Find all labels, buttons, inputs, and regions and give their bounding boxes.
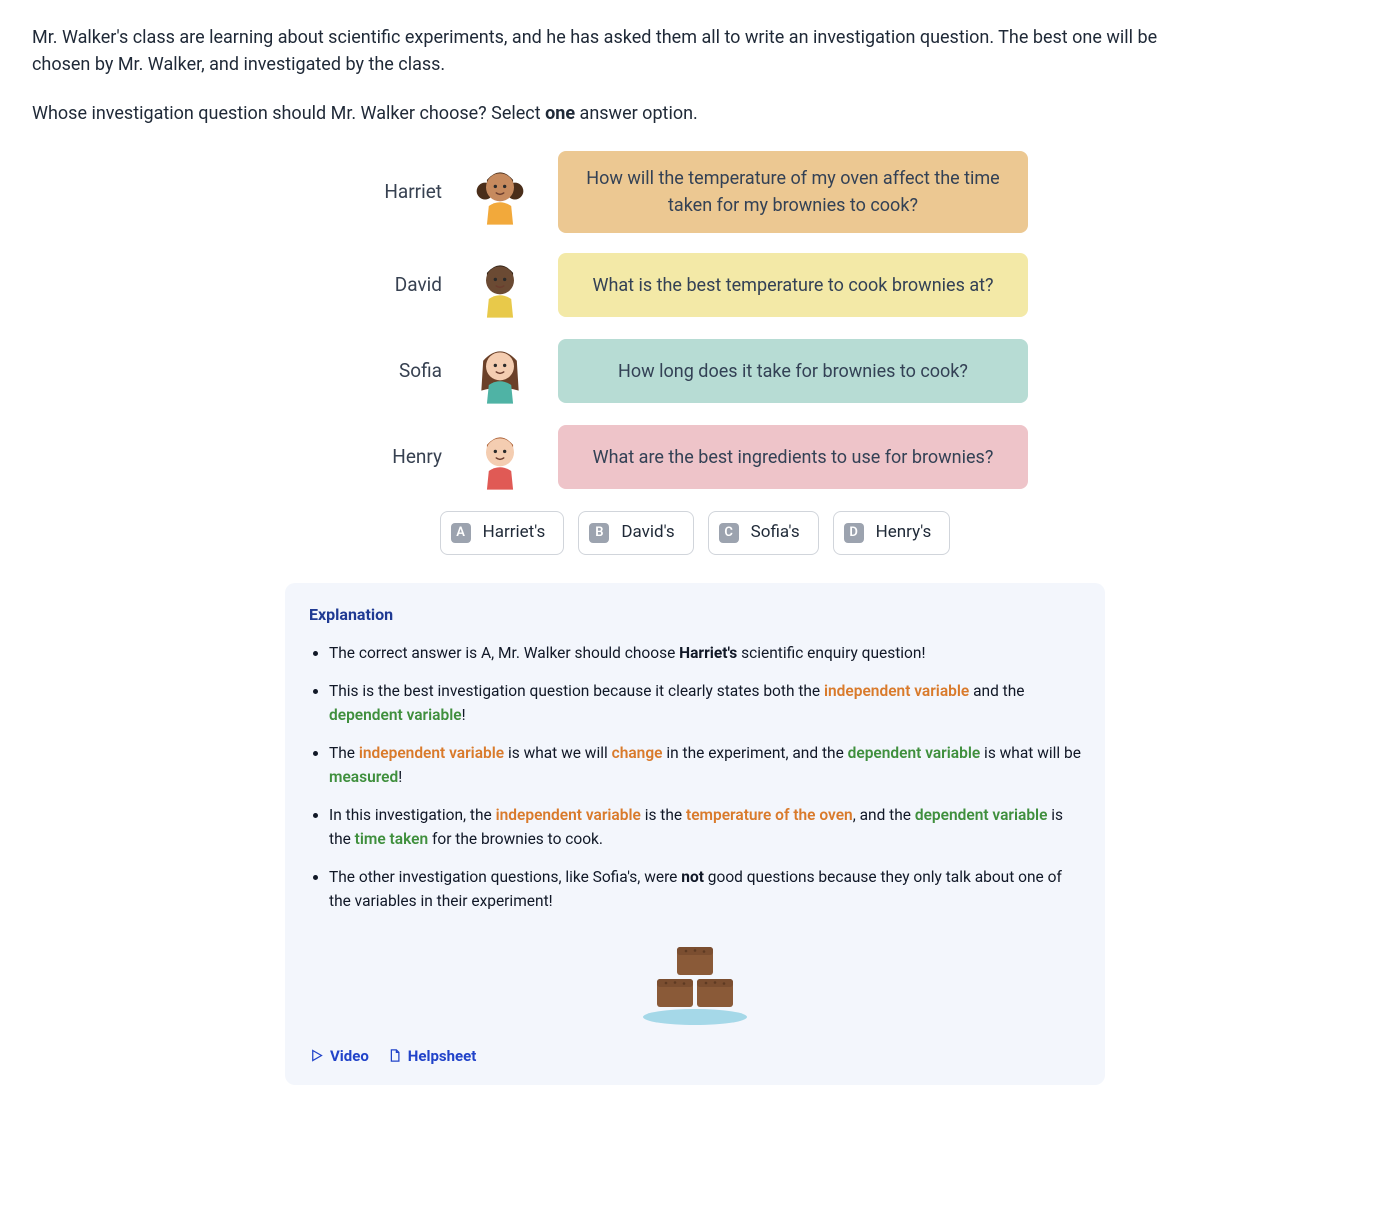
question-intro: Mr. Walker's class are learning about sc…: [32, 24, 1172, 78]
explanation-text: !: [462, 706, 466, 724]
option-badge: B: [589, 523, 609, 543]
highlight-hl-green: measured: [329, 768, 398, 786]
explanation-text: is what will be: [980, 744, 1081, 762]
option-label: Harriet's: [483, 520, 546, 546]
student-name: Henry: [362, 443, 442, 472]
option-label: Henry's: [876, 520, 932, 546]
highlight-bold: Harriet's: [679, 644, 737, 662]
brownie-top: [677, 947, 713, 975]
highlight-hl-green: dependent variable: [329, 706, 462, 724]
highlight-hl-orange: independent variable: [359, 744, 504, 762]
student-row: Henry What are the best ingredients to u…: [362, 423, 1028, 491]
document-icon: [387, 1048, 402, 1063]
explanation-item: The other investigation questions, like …: [329, 865, 1081, 913]
answer-option-c[interactable]: C Sofia's: [708, 511, 819, 555]
video-label: Video: [330, 1045, 369, 1068]
brownies-illustration: [309, 927, 1081, 1027]
student-avatar: [470, 251, 530, 319]
explanation-text: is what we will: [504, 744, 612, 762]
explanation-text: In this investigation, the: [329, 806, 496, 824]
highlight-hl-orange: change: [612, 744, 663, 762]
explanation-text: and the: [969, 682, 1024, 700]
explanation-text: is the: [641, 806, 686, 824]
speech-bubble: How long does it take for brownies to co…: [558, 339, 1028, 403]
explanation-text: The other investigation questions, like …: [329, 868, 681, 886]
prompt-pre: Whose investigation question should Mr. …: [32, 103, 545, 124]
answer-options: A Harriet's B David's C Sofia's D Henry's: [32, 511, 1358, 555]
prompt-post: answer option.: [575, 103, 698, 124]
helpsheet-link[interactable]: Helpsheet: [387, 1045, 476, 1068]
speech-bubble: What are the best ingredients to use for…: [558, 425, 1028, 489]
student-row: David What is the best temperature to co…: [362, 251, 1028, 319]
explanation-item: In this investigation, the independent v…: [329, 803, 1081, 851]
plate: [643, 1009, 747, 1025]
explanation-text: in the experiment, and the: [663, 744, 848, 762]
explanation-text: , and the: [853, 806, 915, 824]
prompt-bold: one: [545, 103, 575, 124]
explanation-panel: Explanation The correct answer is A, Mr.…: [285, 583, 1105, 1086]
highlight-hl-orange: independent variable: [496, 806, 641, 824]
brownies-icon: [635, 927, 755, 1027]
answer-option-b[interactable]: B David's: [578, 511, 693, 555]
option-badge: C: [719, 523, 739, 543]
answer-option-a[interactable]: A Harriet's: [440, 511, 565, 555]
option-badge: D: [844, 523, 864, 543]
intro-text: Mr. Walker's class are learning about sc…: [32, 24, 1172, 78]
question-prompt: Whose investigation question should Mr. …: [32, 100, 1358, 127]
student-name: Sofia: [362, 357, 442, 386]
highlight-hl-orange: independent variable: [824, 682, 969, 700]
student-avatar: [470, 337, 530, 405]
student-row: Harriet How will the temperature of my o…: [362, 151, 1028, 233]
play-icon: [309, 1048, 324, 1063]
explanation-text: for the brownies to cook.: [428, 830, 603, 848]
explanation-text: !: [398, 768, 402, 786]
video-link[interactable]: Video: [309, 1045, 369, 1068]
explanation-title: Explanation: [309, 603, 1081, 627]
highlight-hl-green: time taken: [355, 830, 428, 848]
student-name: Harriet: [362, 178, 442, 207]
answer-option-d[interactable]: D Henry's: [833, 511, 951, 555]
explanation-list: The correct answer is A, Mr. Walker shou…: [309, 641, 1081, 913]
speech-bubble: What is the best temperature to cook bro…: [558, 253, 1028, 317]
helpsheet-label: Helpsheet: [408, 1045, 476, 1068]
speech-bubble: How will the temperature of my oven affe…: [558, 151, 1028, 233]
option-badge: A: [451, 523, 471, 543]
student-row: Sofia How long does it take for brownies…: [362, 337, 1028, 405]
option-label: David's: [621, 520, 674, 546]
highlight-hl-green: dependent variable: [915, 806, 1048, 824]
brownie-left: [657, 979, 693, 1007]
explanation-item: The independent variable is what we will…: [329, 741, 1081, 789]
option-label: Sofia's: [751, 520, 800, 546]
explanation-text: This is the best investigation question …: [329, 682, 824, 700]
explanation-text: The: [329, 744, 359, 762]
explanation-item: This is the best investigation question …: [329, 679, 1081, 727]
student-avatar: [470, 423, 530, 491]
highlight-hl-orange: temperature of the oven: [686, 806, 853, 824]
explanation-item: The correct answer is A, Mr. Walker shou…: [329, 641, 1081, 665]
explanation-text: The correct answer is A, Mr. Walker shou…: [329, 644, 679, 662]
student-avatar: [470, 158, 530, 226]
highlight-hl-green: dependent variable: [848, 744, 981, 762]
student-name: David: [362, 271, 442, 300]
highlight-bold: not: [681, 868, 704, 886]
footer-links: Video Helpsheet: [309, 1045, 1081, 1068]
brownie-right: [697, 979, 733, 1007]
students-area: Harriet How will the temperature of my o…: [32, 151, 1358, 491]
explanation-text: scientific enquiry question!: [737, 644, 925, 662]
